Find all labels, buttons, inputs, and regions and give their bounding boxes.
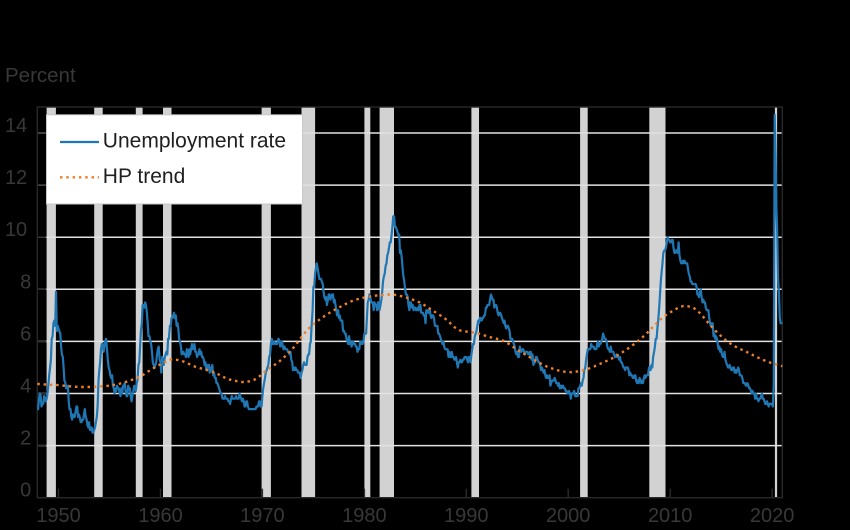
svg-text:1960: 1960 xyxy=(138,505,183,527)
svg-text:1970: 1970 xyxy=(240,505,285,527)
svg-text:10: 10 xyxy=(5,219,27,241)
svg-text:1950: 1950 xyxy=(36,505,81,527)
svg-text:Unemployment rate: Unemployment rate xyxy=(103,129,286,152)
svg-text:1980: 1980 xyxy=(342,505,387,527)
svg-text:14: 14 xyxy=(5,115,27,137)
svg-text:1990: 1990 xyxy=(444,505,489,527)
svg-text:6: 6 xyxy=(20,323,31,345)
svg-text:0: 0 xyxy=(20,480,31,502)
svg-text:4: 4 xyxy=(20,376,31,398)
svg-text:HP trend: HP trend xyxy=(103,165,186,188)
svg-text:2000: 2000 xyxy=(546,505,591,527)
svg-text:Percent: Percent xyxy=(5,64,76,87)
svg-text:2: 2 xyxy=(20,428,31,450)
svg-text:2010: 2010 xyxy=(648,505,693,527)
svg-text:2020: 2020 xyxy=(750,505,795,527)
svg-text:12: 12 xyxy=(5,167,27,189)
svg-text:8: 8 xyxy=(20,271,31,293)
